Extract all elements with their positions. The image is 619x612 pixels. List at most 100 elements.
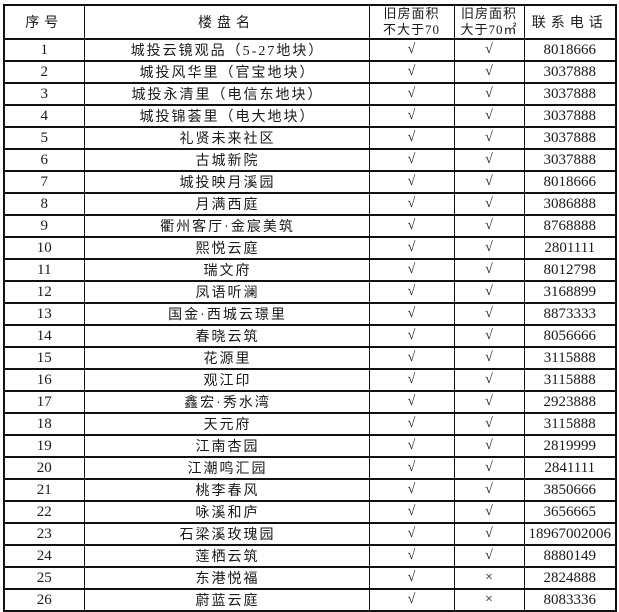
cell-old-area-gt70: × [453,588,525,612]
table-body: 1 城投云镜观品（5-27地块） √ √ 8018666 2 城投风华里（官宝地… [3,38,617,612]
header-building-name: 楼盘名 [83,4,370,40]
header-contact-phone-label: 联系电话 [531,16,608,31]
header-row: 序号 楼盘名 旧房面积 不大于70 旧房面积 大于70㎡ 联系电话 [3,4,617,40]
cell-building-name: 城投映月溪园 [83,170,370,194]
header-old-area-le70-line1: 旧房面积 [383,6,440,21]
cell-serial-number: 16 [3,368,85,392]
cell-contact-phone: 3115888 [523,412,617,436]
cell-old-area-le70: √ [368,324,455,348]
cell-building-name: 花源里 [83,346,370,370]
cell-serial-number: 12 [3,280,85,304]
header-old-area-gt70-line2: 大于70㎡ [460,22,518,37]
cell-contact-phone: 3037888 [523,82,617,106]
cell-contact-phone: 3037888 [523,148,617,172]
cell-old-area-le70: √ [368,148,455,172]
header-contact-phone: 联系电话 [523,4,617,40]
cell-building-name: 咏溪和庐 [83,500,370,524]
cell-building-name: 东港悦福 [83,566,370,590]
table-row: 17 鑫宏·秀水湾 √ √ 2923888 [3,390,617,414]
housing-listing-table: 序号 楼盘名 旧房面积 不大于70 旧房面积 大于70㎡ 联系电话 1 城投云镜… [3,4,617,612]
cell-old-area-le70: √ [368,434,455,458]
header-old-area-le70-line2: 不大于70 [382,22,440,37]
cell-old-area-gt70: √ [453,192,525,216]
cell-building-name: 莲栖云筑 [83,544,370,568]
cell-old-area-le70: √ [368,82,455,106]
table-row: 2 城投风华里（官宝地块） √ √ 3037888 [3,60,617,84]
cell-serial-number: 10 [3,236,85,260]
table-row: 5 礼贤未来社区 √ √ 3037888 [3,126,617,150]
cell-contact-phone: 8018666 [523,38,617,62]
cell-old-area-le70: √ [368,456,455,480]
table-row: 7 城投映月溪园 √ √ 8018666 [3,170,617,194]
header-serial-number: 序号 [3,4,85,40]
cell-serial-number: 18 [3,412,85,436]
cell-contact-phone: 3115888 [523,368,617,392]
cell-old-area-gt70: √ [453,478,525,502]
cell-old-area-le70: √ [368,544,455,568]
table-row: 21 桃李春风 √ √ 3850666 [3,478,617,502]
header-serial-number-label: 序号 [25,16,64,31]
cell-old-area-gt70: √ [453,82,525,106]
cell-building-name: 城投锦荟里（电大地块） [83,104,370,128]
cell-serial-number: 9 [3,214,85,238]
cell-old-area-le70: √ [368,368,455,392]
cell-contact-phone: 3656665 [523,500,617,524]
cell-serial-number: 8 [3,192,85,216]
cell-contact-phone: 2824888 [523,566,617,590]
cell-serial-number: 24 [3,544,85,568]
table-row: 14 春晓云筑 √ √ 8056666 [3,324,617,348]
cell-building-name: 城投永清里（电信东地块） [83,82,370,106]
cell-old-area-gt70: √ [453,258,525,282]
cell-building-name: 江潮鸣汇园 [83,456,370,480]
cell-contact-phone: 3037888 [523,60,617,84]
cell-building-name: 江南杏园 [83,434,370,458]
cell-serial-number: 17 [3,390,85,414]
cell-serial-number: 4 [3,104,85,128]
cell-building-name: 石梁溪玫瑰园 [83,522,370,546]
cell-building-name: 瑞文府 [83,258,370,282]
cell-old-area-gt70: √ [453,522,525,546]
cell-old-area-gt70: √ [453,280,525,304]
cell-serial-number: 22 [3,500,85,524]
cell-old-area-le70: √ [368,170,455,194]
table-row: 18 天元府 √ √ 3115888 [3,412,617,436]
cell-old-area-le70: √ [368,566,455,590]
table-row: 15 花源里 √ √ 3115888 [3,346,617,370]
cell-building-name: 观江印 [83,368,370,392]
cell-contact-phone: 2841111 [523,456,617,480]
cell-building-name: 熙悦云庭 [83,236,370,260]
cell-contact-phone: 8083336 [523,588,617,612]
cell-old-area-le70: √ [368,192,455,216]
cell-old-area-le70: √ [368,346,455,370]
cell-serial-number: 14 [3,324,85,348]
cell-serial-number: 1 [3,38,85,62]
cell-contact-phone: 8018666 [523,170,617,194]
cell-serial-number: 7 [3,170,85,194]
cell-old-area-le70: √ [368,126,455,150]
table-row: 25 东港悦福 √ × 2824888 [3,566,617,590]
table-row: 1 城投云镜观品（5-27地块） √ √ 8018666 [3,38,617,62]
table-row: 10 熙悦云庭 √ √ 2801111 [3,236,617,260]
cell-old-area-gt70: √ [453,434,525,458]
table-row: 8 月满西庭 √ √ 3086888 [3,192,617,216]
cell-serial-number: 2 [3,60,85,84]
cell-contact-phone: 2801111 [523,236,617,260]
cell-serial-number: 13 [3,302,85,326]
table-row: 16 观江印 √ √ 3115888 [3,368,617,392]
table-row: 23 石梁溪玫瑰园 √ √ 18967002006 [3,522,617,546]
table-header: 序号 楼盘名 旧房面积 不大于70 旧房面积 大于70㎡ 联系电话 [3,4,617,40]
cell-contact-phone: 8873333 [523,302,617,326]
header-old-area-le70: 旧房面积 不大于70 [368,4,455,40]
table-row: 13 国金·西城云璟里 √ √ 8873333 [3,302,617,326]
cell-old-area-le70: √ [368,588,455,612]
cell-old-area-le70: √ [368,478,455,502]
cell-building-name: 衢州客厅·金宸美筑 [83,214,370,238]
cell-old-area-le70: √ [368,500,455,524]
table-row: 11 瑞文府 √ √ 8012798 [3,258,617,282]
cell-contact-phone: 8880149 [523,544,617,568]
cell-building-name: 城投风华里（官宝地块） [83,60,370,84]
cell-old-area-le70: √ [368,390,455,414]
cell-building-name: 城投云镜观品（5-27地块） [83,38,370,62]
header-old-area-gt70: 旧房面积 大于70㎡ [453,4,525,40]
cell-serial-number: 11 [3,258,85,282]
